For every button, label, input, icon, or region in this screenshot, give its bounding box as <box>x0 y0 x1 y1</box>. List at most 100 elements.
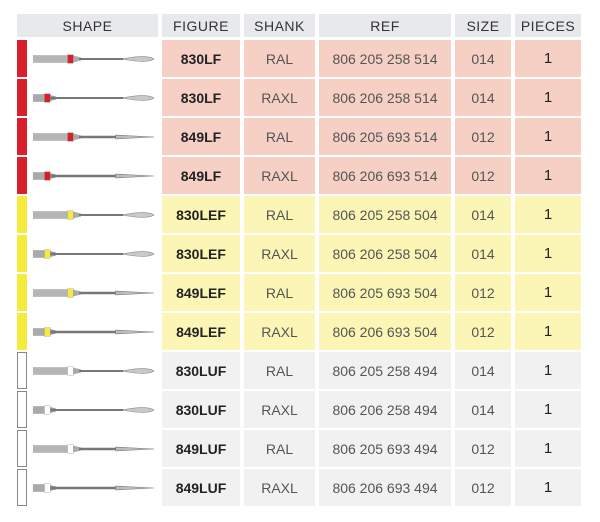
ref-cell: 806 206 693 514 <box>319 157 451 196</box>
table-row: 830LEF RAL 806 205 258 504 014 1 <box>17 196 585 235</box>
pieces-cell: 1 <box>515 79 581 118</box>
color-code-tag <box>17 40 27 77</box>
table-row: 849LUF RAXL 806 206 693 494 012 1 <box>17 469 585 508</box>
product-table: SHAPE FIGURE SHANK REF SIZE PIECES 830LF… <box>17 14 585 508</box>
color-ring <box>67 287 74 298</box>
figure-cell: 849LEF <box>162 274 240 313</box>
shape-cell <box>17 79 158 118</box>
pieces-cell: 1 <box>515 391 581 430</box>
pieces-cell: 1 <box>515 235 581 274</box>
shape-cell <box>17 196 158 235</box>
shank-cell: RAXL <box>244 469 315 508</box>
shank-cell: RAXL <box>244 157 315 196</box>
header-shape: SHAPE <box>17 14 158 37</box>
shank-cell: RAL <box>244 118 315 157</box>
ref-cell: 806 206 258 514 <box>319 79 451 118</box>
color-code-tag <box>17 196 27 233</box>
bur-image <box>32 482 155 493</box>
color-code-tag <box>17 157 27 194</box>
bur-image <box>32 287 155 298</box>
figure-cell: 830LEF <box>162 235 240 274</box>
size-cell: 014 <box>455 40 511 79</box>
size-cell: 012 <box>455 313 511 352</box>
shape-cell <box>17 157 158 196</box>
pieces-cell: 1 <box>515 118 581 157</box>
color-ring <box>67 209 74 220</box>
shape-cell <box>17 469 158 508</box>
ref-cell: 806 205 258 514 <box>319 40 451 79</box>
figure-cell: 849LUF <box>162 469 240 508</box>
shape-cell <box>17 40 158 79</box>
size-cell: 014 <box>455 235 511 274</box>
shank-cell: RAL <box>244 40 315 79</box>
pieces-cell: 1 <box>515 157 581 196</box>
shank-cell: RAL <box>244 430 315 469</box>
pieces-cell: 1 <box>515 196 581 235</box>
shank-cell: RAL <box>244 196 315 235</box>
shank-cell: RAL <box>244 352 315 391</box>
size-cell: 012 <box>455 469 511 508</box>
ref-cell: 806 205 693 514 <box>319 118 451 157</box>
shape-cell <box>17 430 158 469</box>
table-row: 830LF RAXL 806 206 258 514 014 1 <box>17 79 585 118</box>
figure-cell: 849LUF <box>162 430 240 469</box>
shank-cell: RAXL <box>244 391 315 430</box>
table-header: SHAPE FIGURE SHANK REF SIZE PIECES <box>17 14 585 37</box>
bur-image <box>32 170 155 181</box>
pieces-cell: 1 <box>515 352 581 391</box>
ref-cell: 806 205 258 504 <box>319 196 451 235</box>
color-ring <box>44 170 51 181</box>
size-cell: 014 <box>455 391 511 430</box>
shape-cell <box>17 274 158 313</box>
color-ring <box>44 482 51 493</box>
shank-cell: RAXL <box>244 313 315 352</box>
ref-cell: 806 205 693 494 <box>319 430 451 469</box>
bur-image <box>32 53 155 64</box>
color-ring <box>67 53 74 64</box>
color-ring <box>67 365 74 376</box>
table-row: 849LEF RAXL 806 206 693 504 012 1 <box>17 313 585 352</box>
shape-cell <box>17 391 158 430</box>
figure-cell: 830LF <box>162 79 240 118</box>
color-ring <box>67 131 74 142</box>
bur-image <box>32 248 155 259</box>
shape-cell <box>17 118 158 157</box>
color-code-tag <box>17 430 27 467</box>
size-cell: 012 <box>455 274 511 313</box>
table-row: 830LUF RAL 806 205 258 494 014 1 <box>17 352 585 391</box>
pieces-cell: 1 <box>515 313 581 352</box>
bur-image <box>32 92 155 103</box>
size-cell: 014 <box>455 196 511 235</box>
figure-cell: 849LEF <box>162 313 240 352</box>
figure-cell: 830LUF <box>162 391 240 430</box>
ref-cell: 806 206 693 504 <box>319 313 451 352</box>
table-row: 849LF RAL 806 205 693 514 012 1 <box>17 118 585 157</box>
color-code-tag <box>17 313 27 350</box>
figure-cell: 830LUF <box>162 352 240 391</box>
table-row: 830LEF RAXL 806 206 258 504 014 1 <box>17 235 585 274</box>
size-cell: 012 <box>455 430 511 469</box>
bur-image <box>32 404 155 415</box>
table-row: 849LF RAXL 806 206 693 514 012 1 <box>17 157 585 196</box>
header-figure: FIGURE <box>162 14 240 37</box>
ref-cell: 806 205 258 494 <box>319 352 451 391</box>
header-ref: REF <box>319 14 451 37</box>
color-code-tag <box>17 469 27 506</box>
color-code-tag <box>17 274 27 311</box>
size-cell: 014 <box>455 79 511 118</box>
shape-cell <box>17 352 158 391</box>
size-cell: 012 <box>455 118 511 157</box>
table-row: 849LUF RAL 806 205 693 494 012 1 <box>17 430 585 469</box>
color-code-tag <box>17 235 27 272</box>
color-ring <box>44 326 51 337</box>
bur-image <box>32 326 155 337</box>
shank-cell: RAXL <box>244 79 315 118</box>
figure-cell: 830LEF <box>162 196 240 235</box>
header-pieces: PIECES <box>515 14 581 37</box>
shape-cell <box>17 313 158 352</box>
bur-image <box>32 209 155 220</box>
color-ring <box>44 404 51 415</box>
shape-cell <box>17 235 158 274</box>
bur-image <box>32 131 155 142</box>
pieces-cell: 1 <box>515 40 581 79</box>
